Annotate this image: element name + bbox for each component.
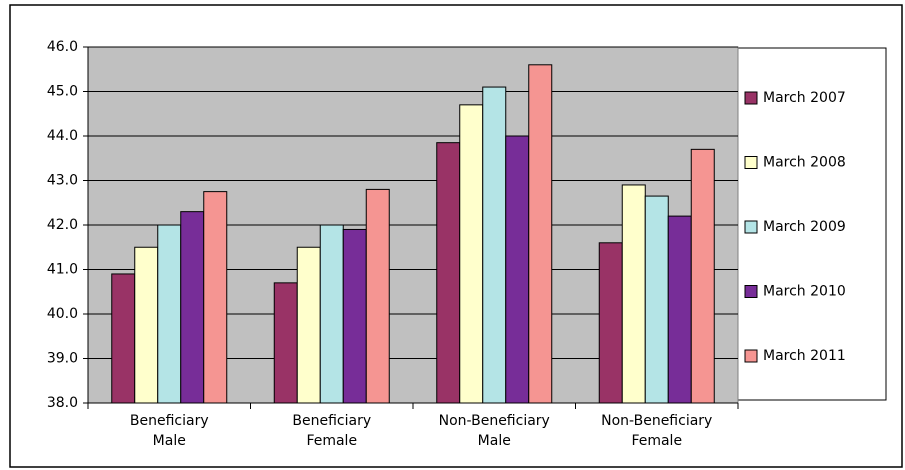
legend-label: March 2008 bbox=[763, 155, 846, 171]
legend-swatch bbox=[744, 285, 758, 298]
legend-box bbox=[736, 47, 887, 401]
y-tick-label: 42.0 bbox=[47, 217, 78, 233]
legend-swatch bbox=[744, 349, 758, 363]
bar bbox=[482, 86, 507, 404]
bar bbox=[342, 228, 367, 404]
x-tick-label: Beneficiary Female bbox=[292, 413, 372, 449]
bar bbox=[203, 191, 228, 404]
bar bbox=[644, 195, 669, 404]
legend-swatch bbox=[744, 156, 758, 169]
bar bbox=[111, 273, 136, 404]
x-tick-label: Non-Beneficiary Male bbox=[438, 413, 550, 449]
x-tick-label: Non-Beneficiary Female bbox=[601, 413, 713, 449]
y-tick-label: 38.0 bbox=[47, 395, 78, 411]
bar bbox=[667, 215, 692, 404]
legend-swatch bbox=[744, 220, 758, 234]
bar bbox=[134, 246, 159, 404]
bar bbox=[621, 184, 646, 404]
bar bbox=[180, 211, 205, 404]
bar bbox=[598, 242, 623, 404]
y-tick-label: 45.0 bbox=[47, 84, 78, 100]
legend-label: March 2011 bbox=[763, 348, 846, 364]
bar bbox=[296, 246, 321, 404]
bar bbox=[690, 148, 715, 404]
bar bbox=[436, 142, 461, 404]
y-tick-label: 39.0 bbox=[47, 351, 78, 367]
bar bbox=[157, 224, 182, 404]
bar bbox=[365, 188, 390, 404]
legend-label: March 2007 bbox=[763, 90, 846, 106]
bar bbox=[528, 64, 553, 404]
y-tick-label: 44.0 bbox=[47, 128, 78, 144]
y-tick-label: 46.0 bbox=[47, 39, 78, 55]
y-tick-label: 40.0 bbox=[47, 306, 78, 322]
x-tick-label: Beneficiary Male bbox=[129, 413, 209, 449]
y-tick-label: 43.0 bbox=[47, 173, 78, 189]
bar bbox=[273, 282, 298, 404]
bar bbox=[459, 104, 484, 404]
bar bbox=[505, 135, 530, 404]
legend-label: March 2010 bbox=[763, 284, 846, 300]
legend-label: March 2009 bbox=[763, 219, 846, 235]
bar bbox=[319, 224, 344, 404]
legend-swatch bbox=[744, 91, 758, 105]
y-tick-label: 41.0 bbox=[47, 262, 78, 278]
